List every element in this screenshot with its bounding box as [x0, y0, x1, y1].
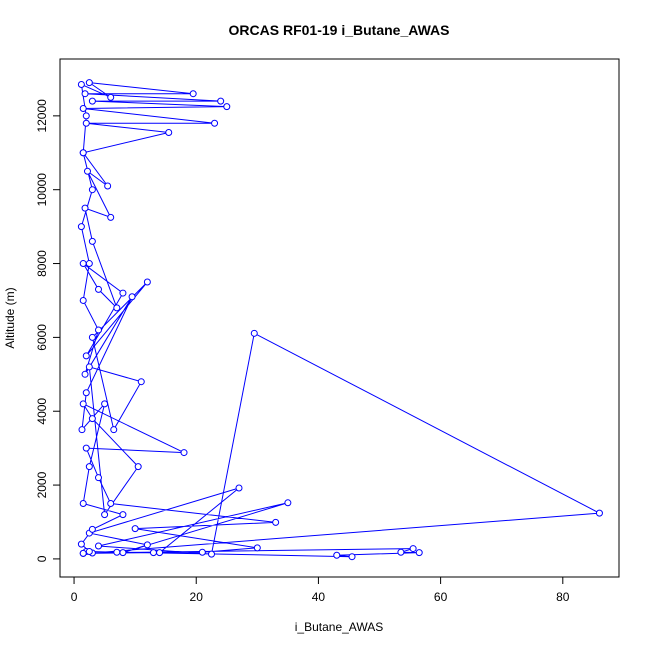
- x-tick-label: 80: [556, 590, 570, 604]
- data-point: [180, 449, 188, 457]
- data-point: [409, 545, 417, 553]
- data-point: [88, 525, 96, 533]
- data-point: [107, 93, 115, 101]
- y-tick-label: 4000: [35, 398, 49, 425]
- data-point: [88, 333, 96, 341]
- data-point: [79, 400, 87, 408]
- y-tick-label: 12000: [35, 99, 49, 133]
- data-point: [113, 548, 121, 556]
- data-point: [85, 363, 93, 371]
- x-tick-label: 60: [434, 590, 448, 604]
- data-point: [78, 426, 86, 434]
- data-point: [82, 112, 90, 120]
- data-point: [77, 80, 85, 88]
- data-point: [94, 326, 102, 334]
- data-point: [137, 378, 145, 386]
- chart-title: ORCAS RF01-19 i_Butane_AWAS: [229, 22, 450, 38]
- data-point: [77, 223, 85, 231]
- y-tick-label: 10000: [35, 173, 49, 207]
- data-point: [211, 119, 219, 127]
- data-point: [143, 278, 151, 286]
- data-point: [348, 553, 356, 561]
- data-point: [272, 518, 280, 526]
- data-point: [198, 548, 206, 556]
- y-tick-label: 0: [35, 555, 49, 562]
- data-point: [131, 525, 139, 533]
- data-point: [101, 400, 109, 408]
- data-point: [128, 293, 136, 301]
- data-point: [79, 296, 87, 304]
- data-point: [415, 549, 423, 557]
- data-point: [79, 260, 87, 268]
- data-point: [85, 79, 93, 87]
- data-point: [88, 415, 96, 423]
- data-point: [88, 97, 96, 105]
- data-point: [79, 104, 87, 112]
- data-point: [107, 213, 115, 221]
- data-point: [81, 370, 89, 378]
- data-point: [333, 551, 341, 559]
- data-point: [208, 550, 216, 558]
- data-point: [397, 548, 405, 556]
- y-tick-label: 6000: [35, 324, 49, 351]
- y-tick-label: 2000: [35, 471, 49, 498]
- data-point: [250, 329, 258, 337]
- data-point: [104, 182, 112, 190]
- data-point: [110, 426, 118, 434]
- data-point: [94, 474, 102, 482]
- data-point: [235, 484, 243, 492]
- data-point: [113, 304, 121, 312]
- data-point: [119, 549, 127, 557]
- data-point: [79, 149, 87, 157]
- data-point: [223, 103, 231, 111]
- data-point: [77, 540, 85, 548]
- data-point: [595, 509, 603, 517]
- data-point: [85, 548, 93, 556]
- data-point: [156, 549, 164, 557]
- data-point: [149, 549, 157, 557]
- data-point: [88, 186, 96, 194]
- y-tick-label: 8000: [35, 250, 49, 277]
- data-point: [107, 500, 115, 508]
- data-point: [119, 511, 127, 519]
- data-point: [85, 260, 93, 268]
- data-point: [143, 541, 151, 549]
- data-point: [79, 500, 87, 508]
- data-point: [81, 90, 89, 98]
- data-point: [88, 237, 96, 245]
- data-point: [85, 463, 93, 471]
- data-point: [82, 389, 90, 397]
- data-point: [81, 204, 89, 212]
- data-point: [189, 90, 197, 98]
- data-point: [94, 542, 102, 550]
- x-tick-label: 40: [312, 590, 326, 604]
- x-tick-label: 0: [71, 590, 78, 604]
- data-point: [165, 128, 173, 136]
- x-axis-label: i_Butane_AWAS: [295, 620, 384, 634]
- data-point: [134, 463, 142, 471]
- data-point: [82, 352, 90, 360]
- data-point: [82, 444, 90, 452]
- data-point: [119, 289, 127, 297]
- data-point: [253, 544, 261, 552]
- data-point: [284, 499, 292, 507]
- data-point: [94, 285, 102, 293]
- y-axis-label: Altitude (m): [3, 287, 17, 348]
- data-point: [82, 119, 90, 127]
- data-point: [101, 511, 109, 519]
- x-tick-label: 20: [190, 590, 204, 604]
- data-point: [217, 97, 225, 105]
- data-point: [83, 167, 91, 175]
- data-point: [79, 549, 87, 557]
